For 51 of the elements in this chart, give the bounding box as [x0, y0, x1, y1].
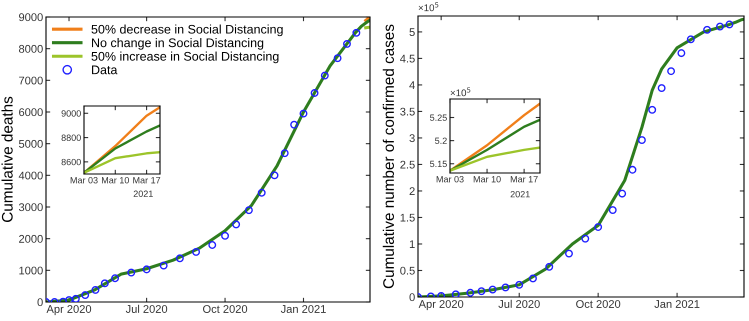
annotation: 2021 [510, 191, 530, 198]
y-tick-label: 3.5 [400, 108, 415, 116]
legend-label: 50% increase in Social Distancing [92, 52, 278, 64]
y-tick-label: 8800 [62, 134, 81, 141]
y-tick-label: 0.5 [400, 266, 415, 275]
y-tick-label: 3000 [18, 203, 43, 212]
x-tick-label: Jul 2020 [498, 300, 540, 308]
y-tick-label: 2.5 [400, 160, 415, 169]
x-tick-label: Oct 2020 [576, 300, 620, 308]
y-tick-label: 1 [410, 240, 415, 248]
y-tick-label: 7000 [19, 76, 43, 84]
x-tick-label: Jul 2020 [126, 304, 168, 313]
y-tick-label: 4.5 [400, 54, 415, 63]
x-tick-label: Mar 17 [510, 176, 538, 182]
y-tick-label: 0 [37, 298, 43, 306]
y-tick-label: 1.5 [400, 214, 415, 222]
y-tick-label: 2000 [19, 234, 43, 243]
x-tick-label: Apr 2020 [46, 305, 92, 316]
y-tick-label: 4000 [18, 172, 43, 180]
legend-label: Data [92, 66, 118, 74]
y-axis-title: Cumulative deaths [1, 96, 13, 222]
y-tick-label: 5000 [18, 140, 43, 148]
y-tick-label: 0 [409, 293, 415, 302]
x-tick-label: Mar 17 [133, 177, 160, 184]
x-tick-label: Mar 03 [436, 176, 464, 182]
y-tick-label: 8000 [18, 44, 43, 53]
y-axis-title: Cumulative number of confirmed cases [382, 24, 394, 288]
y-tick-label: 4 [409, 81, 415, 89]
x-tick-label: Jan 2021 [654, 300, 700, 308]
y-tick-label: 5.2 [435, 138, 447, 144]
y-tick-label: 8600 [62, 158, 81, 166]
y-tick-label: 5.15 [430, 160, 447, 168]
y-tick-label: 9000 [19, 13, 43, 22]
y-tick-label: 2 [410, 187, 415, 195]
x-tick-label: Jan 2021 [280, 305, 326, 313]
y-tick-label: 9000 [62, 110, 81, 117]
x-tick-label: Mar 03 [70, 177, 98, 184]
legend-label: 50% decrease in Social Distancing [92, 24, 283, 36]
annotation: 2021 [134, 190, 153, 197]
x-tick-label: Mar 10 [102, 177, 129, 184]
annotation: ×10$^{5}$ [450, 87, 470, 96]
x-tick-label: Apr 2020 [418, 300, 464, 310]
y-tick-label: 5 [409, 28, 415, 36]
x-tick-label: Mar 10 [474, 176, 501, 182]
legend-label: No change in Social Distancing [92, 38, 264, 50]
x-tick-label: Oct 2020 [203, 305, 248, 313]
text: ×10$^{5}$ [418, 2, 438, 12]
y-tick-label: 6000 [19, 108, 43, 116]
y-tick-label: 1000 [19, 266, 43, 274]
y-tick-label: 3 [409, 134, 415, 142]
y-tick-label: 5.25 [430, 114, 447, 121]
